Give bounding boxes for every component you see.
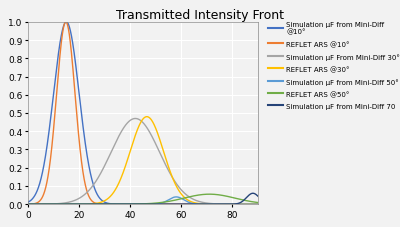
Text: Transmitted Intensity Front: Transmitted Intensity Front — [116, 9, 284, 22]
Legend: Simulation μF from Mini-Diff
@10°, REFLET ARS @10°, Simulation μF From Mini-Diff: Simulation μF from Mini-Diff @10°, REFLE… — [265, 19, 400, 112]
